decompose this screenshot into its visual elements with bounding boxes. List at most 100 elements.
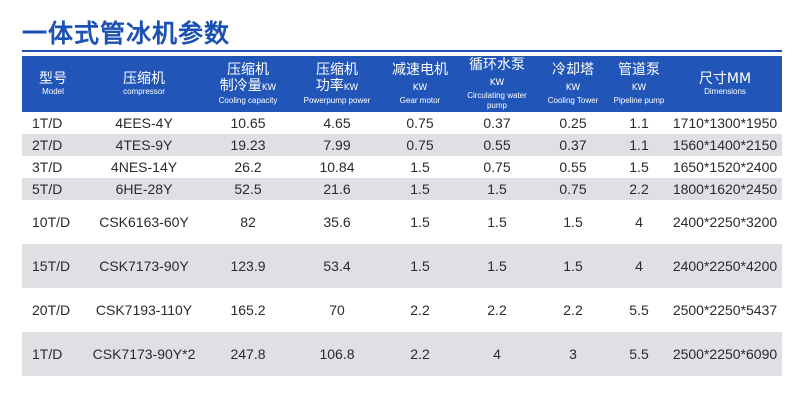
column-header-zh-line2: KW xyxy=(536,78,610,96)
table-cell: 0.75 xyxy=(483,159,511,175)
column-header-zh2: 功率 xyxy=(315,78,344,94)
table-cell: 0.55 xyxy=(483,137,511,153)
column-header-en: Pipeline pump xyxy=(613,96,665,105)
table-cell: 4 xyxy=(635,214,643,230)
table-cell: 3T/D xyxy=(32,159,63,175)
table-cell: CSK7193-110Y xyxy=(95,302,193,318)
table-cell: 1.5 xyxy=(487,258,507,274)
column-header-zh: 压缩机 xyxy=(123,71,165,87)
column-header: 压缩机 compressor xyxy=(84,56,204,112)
column-header-zh2: 制冷量 xyxy=(219,78,262,94)
column-header: 尺寸MM Dimensions xyxy=(668,56,782,112)
table-cell: 1710*1300*1950 xyxy=(672,115,778,131)
table-cell: 4.65 xyxy=(323,115,351,131)
table-cell: 1.5 xyxy=(410,181,430,197)
table-cell: 0.75 xyxy=(559,181,587,197)
column-header-zh: 循环水泵 xyxy=(469,57,525,73)
table-cell: 5.5 xyxy=(629,346,649,362)
table-cell: 0.37 xyxy=(559,137,587,153)
table-cell: 2.2 xyxy=(629,181,649,197)
table-cell: 6HE-28Y xyxy=(115,181,173,197)
column-header-zh: 压缩机 xyxy=(227,62,269,78)
table-cell: 1.5 xyxy=(487,181,507,197)
column-header: 压缩机 功率KW Powerpump power xyxy=(292,56,382,112)
table-row: 3T/D 4NES-14Y 26.2 10.84 1.5 0.75 0.55 1.5 1650*… xyxy=(22,156,782,178)
table-cell: 82 xyxy=(240,214,256,230)
table-cell: 1.5 xyxy=(410,159,430,175)
column-header-zh-line2: KW xyxy=(458,73,536,91)
column-header-unit: KW xyxy=(489,78,505,88)
table-cell: 1.5 xyxy=(563,258,583,274)
table-cell: 1T/D xyxy=(32,115,63,131)
table-row: 1T/D CSK7173-90Y*2 247.8 106.8 2.2 4 3 5.5 2500*… xyxy=(22,332,782,376)
table-cell: 1.1 xyxy=(629,115,649,131)
table-cell: 4EES-4Y xyxy=(115,115,173,131)
column-header-unit: KW xyxy=(343,83,359,93)
column-header-zh: 减速电机 xyxy=(392,62,448,78)
title-divider xyxy=(22,50,782,52)
column-header-zh: 型号 xyxy=(39,71,67,87)
table-cell: 2400*2250*4200 xyxy=(672,258,778,274)
column-header-en: Cooling capacity xyxy=(218,96,278,105)
column-header-unit: KW xyxy=(261,83,277,93)
table-cell: 4TES-9Y xyxy=(115,137,173,153)
table-cell: 19.23 xyxy=(230,137,266,153)
table-row: 1T/D 4EES-4Y 10.65 4.65 0.75 0.37 0.25 1.1 1710*… xyxy=(22,112,782,134)
column-header: 压缩机 制冷量KW Cooling capacity xyxy=(204,56,292,112)
table-cell: 2500*2250*5437 xyxy=(672,302,778,318)
column-header: 减速电机 KW Gear motor xyxy=(382,56,458,112)
column-header: 冷却塔 KW Cooling Tower xyxy=(536,56,610,112)
column-header-zh-line2: KW xyxy=(382,78,458,96)
table-cell: 0.75 xyxy=(406,137,434,153)
table-cell: 15T/D xyxy=(32,258,71,274)
table-cell: 247.8 xyxy=(230,346,266,362)
table-cell: 3 xyxy=(569,346,577,362)
table-cell: 123.9 xyxy=(230,258,266,274)
column-header-zh: 管道泵 xyxy=(618,62,660,78)
table-row: 20T/D CSK7193-110Y 165.2 70 2.2 2.2 2.2 5.5 2500… xyxy=(22,288,782,332)
table-cell: 1560*1400*2150 xyxy=(672,137,778,153)
column-header-en: Cooling Tower xyxy=(547,96,599,105)
table-body: 1T/D 4EES-4Y 10.65 4.65 0.75 0.37 0.25 1.1 1710*… xyxy=(22,112,782,376)
column-header-zh: 压缩机 xyxy=(316,62,358,78)
column-header: 管道泵 KW Pipeline pump xyxy=(610,56,668,112)
column-header-zh-line2: 制冷量KW xyxy=(204,78,292,96)
table-cell: 20T/D xyxy=(32,302,71,318)
table-header: 型号 Model 压缩机 compressor 压缩机 制冷量KW Cooling capa… xyxy=(22,56,782,112)
column-header-unit: KW xyxy=(565,83,581,93)
column-header-zh-line2: KW xyxy=(610,78,668,96)
table-cell: 2.2 xyxy=(563,302,583,318)
table-cell: 165.2 xyxy=(230,302,266,318)
table-cell: 0.25 xyxy=(559,115,587,131)
table-row: 5T/D 6HE-28Y 52.5 21.6 1.5 1.5 0.75 2.2 1800*162… xyxy=(22,178,782,200)
table-cell: 1.1 xyxy=(629,137,649,153)
column-header-en: Dimensions xyxy=(704,87,746,96)
table-row: 15T/D CSK7173-90Y 123.9 53.4 1.5 1.5 1.5 4 2400*… xyxy=(22,244,782,288)
table-cell: 2400*2250*3200 xyxy=(672,214,778,230)
page-title: 一体式管冰机参数 xyxy=(22,19,231,48)
table-cell: 1.5 xyxy=(563,214,583,230)
column-header-en: Powerpump power xyxy=(303,96,371,105)
table-cell: 1.5 xyxy=(410,258,430,274)
table-cell: 35.6 xyxy=(323,214,351,230)
table-cell: 53.4 xyxy=(323,258,351,274)
table-cell: CSK7173-90Y xyxy=(99,258,189,274)
table-cell: 4 xyxy=(493,346,501,362)
table-cell: 10T/D xyxy=(32,214,71,230)
table-cell: 2T/D xyxy=(32,137,63,153)
table-cell: 52.5 xyxy=(234,181,262,197)
table-cell: 21.6 xyxy=(323,181,351,197)
column-header-unit: KW xyxy=(412,83,428,93)
column-header-en: compressor xyxy=(123,87,165,96)
table-row: 10T/D CSK6163-60Y 82 35.6 1.5 1.5 1.5 4 2400*225… xyxy=(22,200,782,244)
table-cell: 2.2 xyxy=(410,346,430,362)
table-cell: 106.8 xyxy=(319,346,355,362)
header-row: 型号 Model 压缩机 compressor 压缩机 制冷量KW Cooling capa… xyxy=(22,56,782,112)
table-cell: 7.99 xyxy=(323,137,351,153)
column-header: 型号 Model xyxy=(22,56,84,112)
column-header: 循环水泵 KW Circulating water pump xyxy=(458,56,536,112)
table-cell: 4 xyxy=(635,258,643,274)
table-cell: CSK6163-60Y xyxy=(99,214,189,230)
table-cell: 1.5 xyxy=(629,159,649,175)
table-cell: 5T/D xyxy=(32,181,63,197)
